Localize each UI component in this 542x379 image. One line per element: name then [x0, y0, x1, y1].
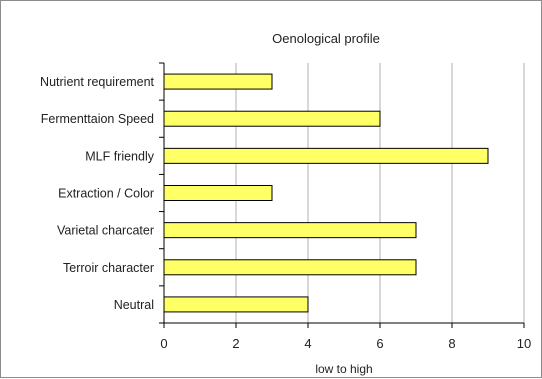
category-label-nutrient-requirement: Nutrient requirement [40, 75, 154, 89]
axis-layer: 0 2 4 6 8 10 Nutrient requirement Fermenttaion … [40, 62, 531, 351]
bar-nutrient-requirement [163, 73, 273, 90]
grid-layer [235, 63, 525, 323]
x-tick-label-10: 10 [517, 336, 531, 351]
x-tick-label-8: 8 [448, 336, 455, 351]
bar-fermenttaion-speed [163, 110, 381, 127]
x-tick-label-4: 4 [304, 336, 311, 351]
bar-mlf-friendly [163, 147, 489, 164]
category-label-varietal-charcater: Varietal charcater [57, 224, 154, 238]
x-tick-label-2: 2 [232, 336, 239, 351]
x-tick-label-6: 6 [376, 336, 383, 351]
bar-varietal-charcater [163, 222, 417, 239]
category-label-neutral: Neutral [114, 298, 154, 312]
bar-terroir-character [163, 259, 417, 276]
category-label-terroir-character: Terroir character [63, 261, 154, 275]
category-label-fermenttaion-speed: Fermenttaion Speed [41, 112, 154, 126]
x-tick-label-0: 0 [160, 336, 167, 351]
bar-extraction-color [163, 185, 273, 201]
chart-title: Oenological profile [272, 31, 380, 46]
category-label-extraction-color: Extraction / Color [58, 187, 154, 201]
bar-neutral [163, 296, 309, 313]
x-axis-label: low to high [315, 362, 372, 376]
category-label-mlf-friendly: MLF friendly [85, 149, 155, 163]
bar-layer [163, 73, 489, 313]
